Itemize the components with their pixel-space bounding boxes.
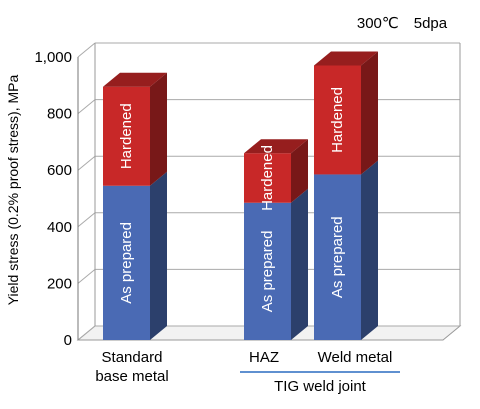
bar-front <box>244 153 291 203</box>
bar-top <box>103 72 167 87</box>
gridline-side <box>77 212 96 228</box>
category-labels: Standard base metal HAZ Weld metal TIG weld … <box>95 349 400 395</box>
group-label: TIG weld joint <box>274 378 367 395</box>
bar-front <box>244 202 291 340</box>
bar-side <box>291 139 308 203</box>
bar-side <box>361 160 378 340</box>
gridline-side <box>77 42 96 58</box>
y-tick-label: 600 <box>47 162 72 179</box>
category-label: Weld metal <box>318 349 393 366</box>
y-tick-label: 400 <box>47 219 72 236</box>
condition-annotation: 300℃ 5dpa <box>357 15 448 32</box>
bar-segment <box>314 51 378 175</box>
gridline-side <box>77 99 96 114</box>
segment-label: Hardened <box>329 87 346 153</box>
segment-label: As prepared <box>118 222 135 304</box>
y-tick-labels: 0 200 400 600 800 1,000 <box>34 49 72 349</box>
gridline-side <box>77 155 96 171</box>
y-axis-title: Yield stress (0.2% proof stress), MPa <box>5 75 21 306</box>
bar-segment <box>103 171 167 340</box>
bar-segment <box>314 160 378 340</box>
bar-side <box>291 188 308 340</box>
bar-segment <box>244 188 308 340</box>
y-tick-label: 0 <box>64 332 72 349</box>
y-tick-label: 800 <box>47 106 72 123</box>
y-tick-label: 200 <box>47 275 72 292</box>
y-tick-label: 1,000 <box>34 49 72 66</box>
category-label: Standard <box>102 349 163 366</box>
bar-top <box>314 51 378 66</box>
bar-front <box>314 174 361 340</box>
bar-side <box>361 51 378 175</box>
bar-segment <box>103 72 167 186</box>
category-label: base metal <box>95 368 168 385</box>
bars <box>103 51 378 340</box>
bar-front <box>314 65 361 175</box>
bar-segment <box>244 139 308 203</box>
category-label: HAZ <box>249 349 279 366</box>
bar-side <box>150 171 167 340</box>
bar-front <box>103 185 150 340</box>
gridline-side <box>77 325 96 341</box>
bar-side <box>150 72 167 186</box>
segment-label: As prepared <box>259 231 276 313</box>
bar-front <box>103 86 150 186</box>
bar-top <box>244 139 308 154</box>
segment-labels: As prepared Hardened As prepared Hardened As… <box>118 87 346 312</box>
segment-label: Hardened <box>118 103 135 169</box>
gridline-side <box>77 269 96 284</box>
segment-label: Hardened <box>259 145 276 211</box>
segment-label: As prepared <box>329 216 346 298</box>
